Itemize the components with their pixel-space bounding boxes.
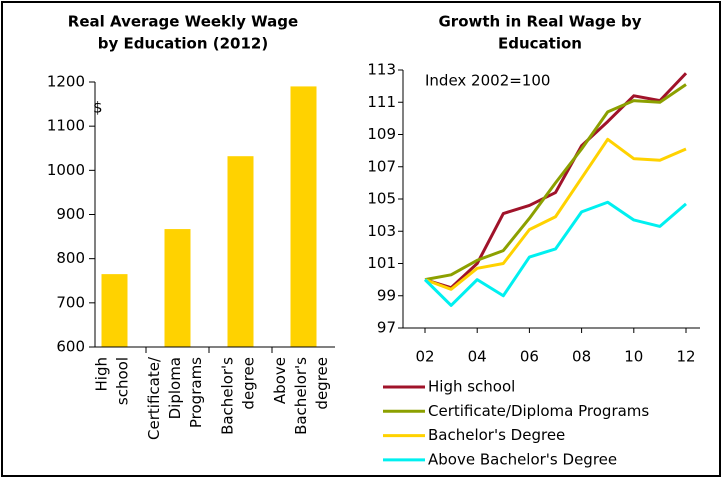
legend-label: Bachelor's Degree [428,426,565,444]
y-tick-label: 101 [367,254,396,272]
x-tick-label: Bachelor's [292,357,310,435]
y-tick-label: 1100 [47,117,85,135]
annotation: $ [93,99,103,117]
x-tick-label: Bachelor's [219,357,237,435]
y-tick-label: 97 [377,319,396,337]
x-tick-label: 02 [415,348,434,366]
x-tick-label: 06 [520,348,539,366]
x-tick-label: Diploma [166,357,184,419]
x-tick-label: Programs [187,357,205,428]
y-tick-label: 109 [367,125,396,143]
x-tick-label: 10 [624,348,643,366]
series-line [424,83,687,282]
chart-title: by Education (2012) [98,35,268,53]
bar [290,86,317,348]
x-tick-label: 04 [468,348,487,366]
y-tick-label: 1000 [47,161,85,179]
bar [164,229,191,347]
y-tick-label: 105 [367,190,396,208]
x-tick-label: degree [240,357,258,410]
x-tick-label: High [93,357,111,391]
bar [101,274,128,347]
y-tick-label: 103 [367,222,396,240]
y-tick-label: 600 [56,338,85,356]
bar [227,156,254,347]
y-tick-label: 900 [56,205,85,223]
y-tick-label: 1200 [47,73,85,91]
x-tick-label: Above [271,357,289,404]
y-tick-label: 107 [367,157,396,175]
series-line [423,200,687,307]
series-line [424,137,687,291]
y-tick-label: 800 [56,249,85,267]
x-tick-label: degree [313,357,331,410]
series-line [424,72,688,290]
annotation: Index 2002=100 [425,72,550,90]
legend-label: Above Bachelor's Degree [428,450,617,468]
x-tick-label: Certificate/ [145,356,163,440]
x-tick-label: school [114,357,132,405]
x-tick-label: 08 [572,348,591,366]
y-tick-label: 99 [377,286,396,304]
y-tick-label: 700 [56,293,85,311]
y-tick-label: 113 [367,61,396,79]
chart-title: Education [498,35,582,53]
legend-label: High school [428,378,515,396]
legend-label: Certificate/Diploma Programs [428,402,649,420]
chart-title: Real Average Weekly Wage [68,13,298,31]
y-tick-label: 111 [367,93,396,111]
x-tick-label: 12 [676,348,695,366]
chart-title: Growth in Real Wage by [439,13,642,31]
